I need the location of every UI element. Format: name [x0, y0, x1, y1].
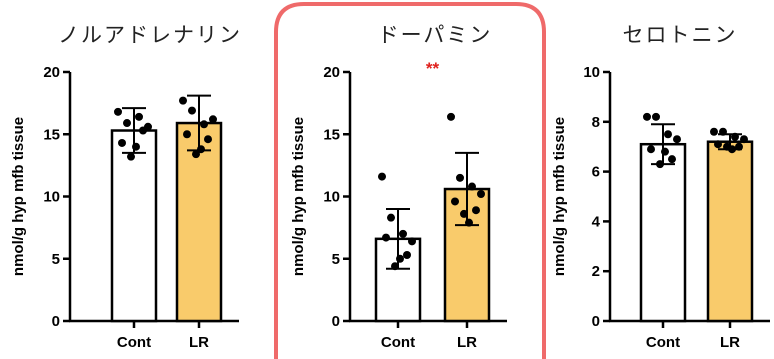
data-point: [668, 155, 676, 164]
data-point: [382, 233, 390, 242]
data-point: [114, 107, 122, 116]
chart-title: セロトニン: [623, 23, 738, 47]
data-point: [200, 120, 208, 129]
bar-cont: [639, 142, 687, 323]
data-point: [472, 206, 480, 215]
data-point: [710, 127, 718, 136]
data-point: [735, 142, 743, 151]
data-point: [728, 145, 736, 154]
data-point: [456, 173, 464, 182]
data-point: [408, 237, 416, 246]
x-tick-label: LR: [457, 334, 477, 351]
chart-title: ドーパミン: [378, 23, 493, 47]
data-point: [447, 112, 455, 121]
data-point: [740, 135, 748, 144]
data-point: [179, 96, 187, 105]
y-tick-label: 15: [43, 126, 60, 143]
x-tick-label: Cont: [381, 334, 415, 351]
y-tick-label: 10: [43, 189, 60, 206]
x-tick-label: LR: [189, 334, 209, 351]
data-point: [731, 132, 739, 141]
x-tick-label: Cont: [646, 334, 680, 351]
data-point: [391, 262, 399, 271]
data-point: [183, 130, 191, 139]
data-point: [188, 106, 196, 115]
data-point: [123, 119, 131, 128]
data-point: [387, 213, 395, 222]
data-point: [643, 112, 651, 121]
x-tick-label: LR: [720, 334, 740, 351]
x-tick-label: Cont: [117, 334, 151, 351]
data-point: [647, 145, 655, 154]
data-point: [135, 112, 143, 121]
y-tick-label: 2: [592, 263, 600, 280]
data-point: [378, 172, 386, 181]
y-tick-label: 20: [323, 64, 340, 81]
y-tick-label: 0: [52, 313, 60, 330]
chart-title: ノルアドレナリン: [58, 23, 242, 47]
data-point: [656, 160, 664, 169]
y-tick-label: 20: [43, 64, 60, 81]
highlight-frame: [274, 2, 546, 359]
data-point: [132, 142, 140, 151]
data-point: [127, 152, 135, 161]
y-tick-label: 10: [583, 64, 600, 81]
data-point: [209, 115, 217, 124]
data-point: [652, 112, 660, 121]
significance-marker: **: [426, 59, 440, 78]
data-point: [664, 130, 672, 139]
data-point: [719, 127, 727, 136]
data-point: [460, 209, 468, 218]
data-point: [465, 218, 473, 227]
bar-lr: [706, 140, 754, 323]
chart-panel-3: セロトニン nmol/g hyp mfb tissue 0 2 4 6 8 10 Cont LR: [551, 23, 770, 351]
data-point: [204, 135, 212, 144]
y-axis-label: nmol/g hyp mfb tissue: [551, 117, 568, 276]
data-point: [673, 135, 681, 144]
y-axis-label: nmol/g hyp mfb tissue: [10, 117, 27, 276]
data-point: [451, 197, 459, 206]
data-point: [477, 190, 485, 199]
data-point: [468, 182, 476, 191]
data-point: [139, 126, 147, 135]
y-tick-label: 10: [323, 189, 340, 206]
data-point: [118, 138, 126, 147]
y-tick-label: 0: [332, 313, 340, 330]
data-point: [192, 150, 200, 159]
data-point: [197, 145, 205, 154]
y-tick-label: 4: [592, 213, 601, 230]
data-point: [396, 254, 404, 263]
data-point: [403, 251, 411, 260]
bar-cont: [110, 129, 158, 323]
y-tick-label: 8: [592, 114, 600, 131]
data-point: [714, 140, 722, 149]
chart-panel-2: ドーパミン nmol/g hyp mfb tissue 0 5 10 15 20 Cont LR…: [290, 23, 507, 351]
data-point: [661, 147, 669, 156]
y-tick-label: 0: [592, 313, 600, 330]
y-tick-label: 6: [592, 164, 600, 181]
y-axis-label: nmol/g hyp mfb tissue: [290, 117, 307, 276]
y-tick-label: 15: [323, 126, 340, 143]
data-point: [399, 229, 407, 238]
chart-panel-1: ノルアドレナリン nmol/g hyp mfb tissue 0 5 10 15 20 Con…: [10, 23, 242, 351]
y-tick-label: 5: [52, 251, 60, 268]
y-tick-label: 5: [332, 251, 340, 268]
